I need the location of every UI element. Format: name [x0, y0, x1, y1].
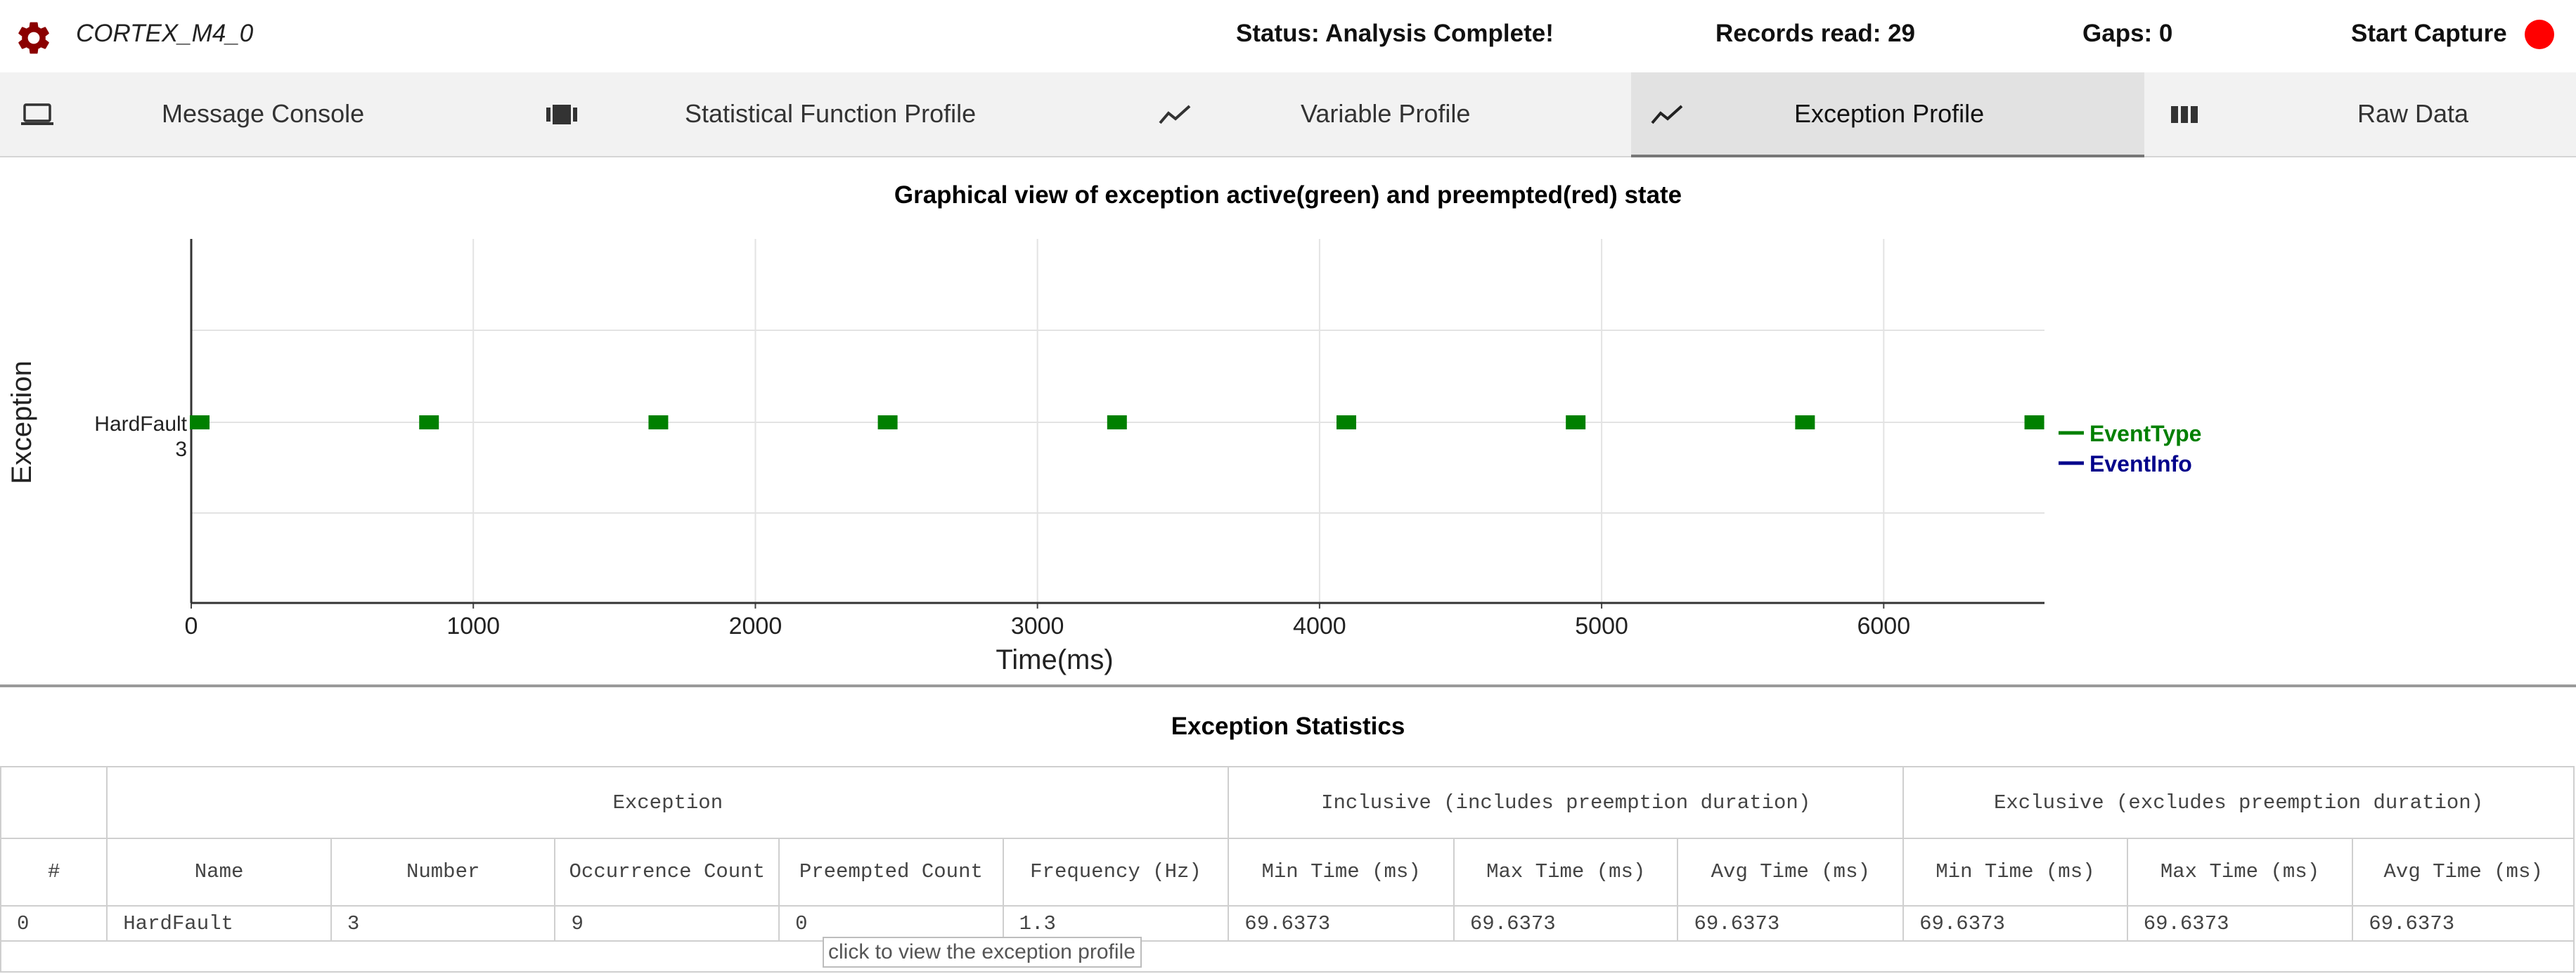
- group-inclusive: Inclusive (includes preemption duration): [1228, 766, 1905, 839]
- column-header[interactable]: Min Time (ms): [1902, 838, 2128, 907]
- data-point[interactable]: [1795, 415, 1815, 429]
- column-header[interactable]: Name: [106, 838, 332, 907]
- table-cell: 69.6373: [2126, 905, 2354, 942]
- table-header: # Name Number Occurrence Count Preempted…: [0, 838, 2575, 907]
- chart-title: Graphical view of exception active(green…: [894, 181, 1682, 209]
- table-row[interactable]: 0 HardFault 3 9 0 1.3 69.6373 69.6373 69…: [0, 905, 2575, 942]
- start-capture-button[interactable]: Start Capture: [2351, 20, 2507, 47]
- data-point[interactable]: [190, 415, 210, 429]
- tab-label: Raw Data: [2357, 99, 2469, 128]
- table-empty-row: [0, 940, 2575, 973]
- analysis-status: Status: Analysis Complete!: [1236, 20, 1554, 47]
- x-axis-label: Time(ms): [996, 644, 1113, 675]
- panel-divider: [0, 684, 2576, 687]
- records-read: Records read: 29: [1715, 20, 1916, 47]
- column-header[interactable]: Preempted Count: [778, 838, 1004, 907]
- x-tick-label: 4000: [1293, 613, 1346, 639]
- y-tick-label: 3: [175, 438, 187, 461]
- top-bar: CORTEX_M4_0 Status: Analysis Complete! R…: [0, 0, 2576, 72]
- tab-variable-profile[interactable]: Variable Profile: [1090, 72, 1631, 157]
- gear-icon[interactable]: [14, 18, 53, 58]
- row-tooltip: click to view the exception profile: [823, 937, 1142, 968]
- y-tick-label: HardFault: [94, 413, 187, 436]
- table-cell: HardFault: [106, 905, 332, 942]
- x-tick-label: 0: [185, 613, 198, 639]
- tab-label: Variable Profile: [1301, 99, 1471, 128]
- tab-raw-data[interactable]: Raw Data: [2144, 72, 2576, 157]
- gaps-count: Gaps: 0: [2082, 20, 2173, 47]
- column-header[interactable]: Frequency (Hz): [1002, 838, 1230, 907]
- group-exception: Exception: [106, 766, 1230, 839]
- table-group-header: Exception Inclusive (includes preemption…: [0, 766, 2575, 839]
- stats-title: Exception Statistics: [1171, 713, 1405, 740]
- table-cell: 1.3: [1002, 905, 1230, 942]
- column-header[interactable]: Min Time (ms): [1228, 838, 1455, 907]
- trend-line-icon: [1651, 105, 1683, 124]
- tab-exception-profile[interactable]: Exception Profile: [1631, 72, 2144, 157]
- table-cell: 3: [330, 905, 556, 942]
- column-header[interactable]: Max Time (ms): [1453, 838, 1679, 907]
- tab-bar: Message Console Statistical Function Pro…: [0, 72, 2576, 157]
- film-icon: [546, 105, 577, 124]
- column-header[interactable]: Occurrence Count: [554, 838, 780, 907]
- x-tick-label: 5000: [1575, 613, 1628, 639]
- table-cell: 69.6373: [1453, 905, 1679, 942]
- x-tick-label: 6000: [1857, 613, 1910, 639]
- columns-icon: [2171, 106, 2198, 123]
- table-cell: 0: [778, 905, 1004, 942]
- group-exclusive: Exclusive (excludes preemption duration): [1902, 766, 2575, 839]
- table-cell: 0: [0, 905, 108, 942]
- data-point[interactable]: [2024, 415, 2044, 429]
- table-cell: 9: [554, 905, 780, 942]
- column-header[interactable]: #: [0, 838, 108, 907]
- tab-label: Exception Profile: [1794, 99, 1985, 128]
- data-point[interactable]: [1566, 415, 1586, 429]
- data-point[interactable]: [648, 415, 669, 429]
- device-name: CORTEX_M4_0: [76, 20, 254, 47]
- tab-label: Statistical Function Profile: [685, 99, 977, 128]
- data-point[interactable]: [877, 415, 898, 429]
- data-point[interactable]: [1107, 415, 1127, 429]
- column-header[interactable]: Avg Time (ms): [1677, 838, 1905, 907]
- trend-line-icon: [1159, 105, 1191, 124]
- y-axis-label: Exception: [6, 361, 37, 484]
- tab-label: Message Console: [162, 99, 365, 128]
- exception-chart-panel: Graphical view of exception active(green…: [0, 159, 2576, 684]
- column-header[interactable]: Avg Time (ms): [2352, 838, 2575, 907]
- x-tick-label: 3000: [1011, 613, 1064, 639]
- table-cell: 69.6373: [2352, 905, 2575, 942]
- record-indicator-icon[interactable]: [2525, 20, 2554, 49]
- exception-stats-table: Exception Inclusive (includes preemption…: [0, 766, 2575, 973]
- data-point[interactable]: [1336, 415, 1356, 429]
- column-header[interactable]: Number: [330, 838, 556, 907]
- table-cell: 69.6373: [1677, 905, 1905, 942]
- data-point[interactable]: [419, 415, 439, 429]
- table-cell: 69.6373: [1228, 905, 1455, 942]
- tab-message-console[interactable]: Message Console: [0, 72, 520, 157]
- group-empty: [0, 766, 108, 839]
- tab-statistical-function-profile[interactable]: Statistical Function Profile: [520, 72, 1090, 157]
- legend-label[interactable]: EventType: [2089, 421, 2201, 446]
- laptop-icon: [21, 103, 53, 125]
- x-tick-label: 1000: [446, 613, 500, 639]
- column-header[interactable]: Max Time (ms): [2126, 838, 2354, 907]
- legend-label[interactable]: EventInfo: [2089, 451, 2192, 476]
- empty-cell: [0, 940, 2575, 973]
- table-cell: 69.6373: [1902, 905, 2128, 942]
- x-tick-label: 2000: [729, 613, 783, 639]
